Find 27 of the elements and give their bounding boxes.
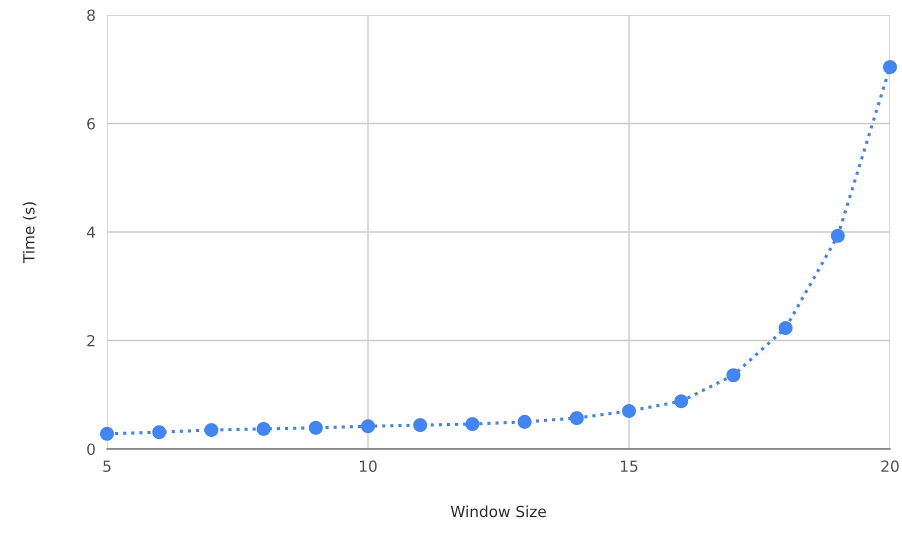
- x-tick-label: 15: [620, 460, 638, 472]
- x-axis-title: Window Size: [450, 505, 546, 518]
- point: [256, 422, 271, 436]
- point: [361, 419, 375, 434]
- point: [413, 418, 428, 432]
- point: [100, 426, 114, 441]
- point: [726, 368, 740, 382]
- point: [518, 414, 532, 429]
- point: [778, 321, 793, 335]
- point: [883, 60, 897, 74]
- y-tick-label: 8: [87, 9, 95, 22]
- point: [570, 411, 584, 426]
- point: [830, 228, 845, 243]
- point: [152, 425, 166, 440]
- y-tick-label: 4: [86, 226, 96, 238]
- y-tick-label: 0: [87, 443, 95, 456]
- point: [622, 404, 636, 418]
- x-tick-label: 10: [360, 460, 377, 472]
- point: [674, 394, 688, 408]
- point: [465, 417, 480, 431]
- x-tick-label: 5: [103, 460, 111, 472]
- point: [308, 420, 323, 435]
- point: [204, 423, 218, 437]
- y-axis-title: Time (s): [22, 202, 36, 264]
- x-tick-label: 20: [881, 460, 899, 472]
- y-tick-label: 2: [87, 334, 94, 346]
- y-tick-label: 6: [87, 118, 95, 130]
